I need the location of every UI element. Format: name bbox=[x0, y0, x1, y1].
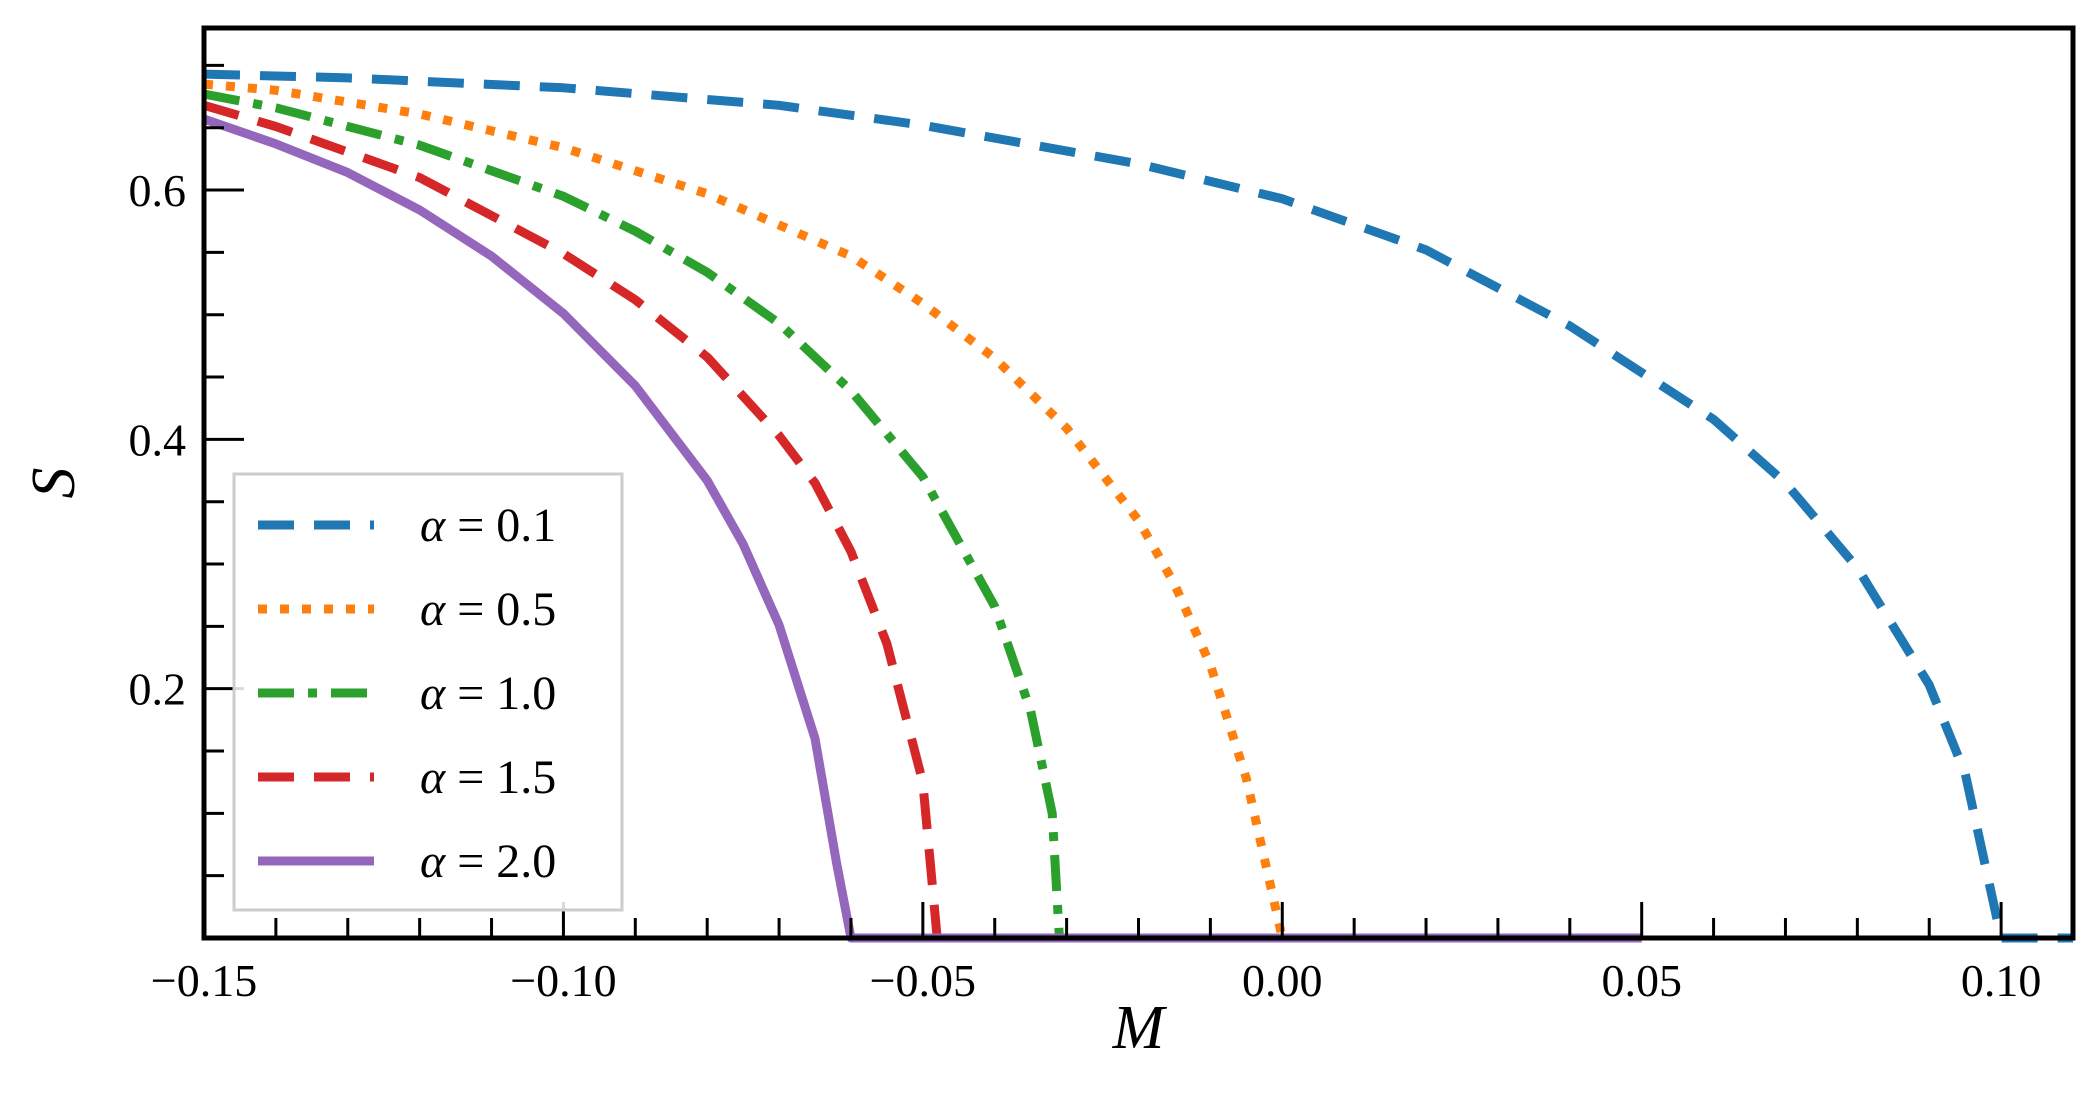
legend-equals: = bbox=[445, 835, 496, 888]
ticks-layer: −0.15 −0.10 −0.05 0.00 0.05 0.10 0.2 0.4 0.6 bbox=[129, 63, 2075, 1006]
series-layer bbox=[202, 69, 2073, 943]
x-tick-label: 0.00 bbox=[1242, 955, 1323, 1006]
series-line-2 bbox=[203, 89, 1283, 943]
y-tick-label: 0.6 bbox=[129, 165, 187, 216]
legend-value: 1.5 bbox=[496, 751, 556, 804]
legend-box bbox=[232, 472, 624, 912]
legend-label-1: α = 0.5 bbox=[420, 583, 556, 636]
x-tick-label: 0.10 bbox=[1961, 955, 2042, 1006]
series-line-4 bbox=[202, 114, 1642, 943]
x-tick-label: −0.15 bbox=[151, 955, 257, 1006]
series-line-0 bbox=[203, 69, 2073, 943]
legend-value: 2.0 bbox=[496, 835, 556, 888]
y-tick-label: 0.4 bbox=[129, 414, 187, 465]
legend-equals: = bbox=[445, 583, 496, 636]
legend-label-0: α = 0.1 bbox=[420, 499, 556, 552]
legend-label-4: α = 2.0 bbox=[420, 835, 556, 888]
legend-label-3: α = 1.5 bbox=[420, 751, 556, 804]
legend-equals: = bbox=[445, 751, 496, 804]
legend-value: 1.0 bbox=[496, 667, 556, 720]
legend-symbol: α bbox=[420, 751, 446, 804]
y-tick-label: 0.2 bbox=[129, 664, 187, 715]
x-tick-label: −0.10 bbox=[510, 955, 616, 1006]
y-axis-title: S bbox=[20, 468, 88, 499]
x-tick-label: −0.05 bbox=[870, 955, 976, 1006]
plot-frame bbox=[201, 25, 2076, 941]
x-tick-label: 0.05 bbox=[1601, 955, 1682, 1006]
legend-equals: = bbox=[445, 499, 496, 552]
legend-value: 0.5 bbox=[496, 583, 556, 636]
legend-symbol: α bbox=[420, 835, 446, 888]
legend: α = 0.1α = 0.5α = 1.0α = 1.5α = 2.0 bbox=[232, 472, 624, 912]
series-line-1 bbox=[203, 79, 1642, 943]
legend-symbol: α bbox=[420, 667, 446, 720]
series-line-3 bbox=[202, 100, 1283, 943]
legend-label-2: α = 1.0 bbox=[420, 667, 556, 720]
legend-symbol: α bbox=[420, 583, 446, 636]
x-axis-title: M bbox=[1112, 994, 1168, 1062]
legend-equals: = bbox=[445, 667, 496, 720]
legend-symbol: α bbox=[420, 499, 446, 552]
legend-value: 0.1 bbox=[496, 499, 556, 552]
